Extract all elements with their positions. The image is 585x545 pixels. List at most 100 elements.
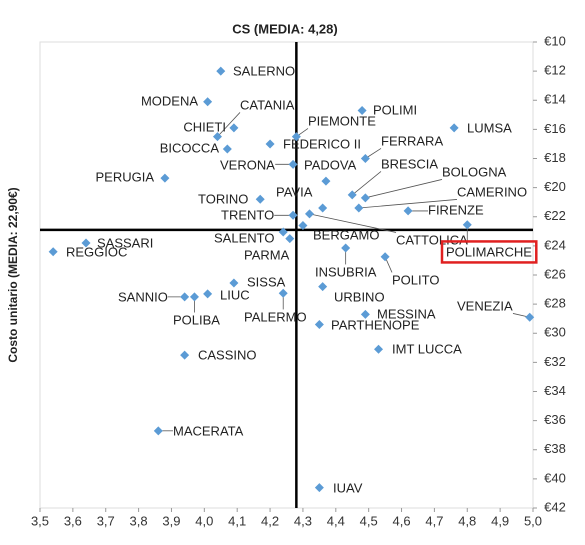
point-label: MODENA (141, 93, 198, 108)
y-tick-label: €40 (544, 470, 566, 485)
point (449, 123, 459, 133)
point-label: VERONA (220, 157, 275, 172)
point (48, 247, 58, 257)
x-tick-label: 4,0 (195, 513, 213, 528)
x-tick-label: 4,3 (294, 513, 312, 528)
point (160, 173, 170, 183)
point-label: BOLOGNA (442, 164, 507, 179)
point-label: VENEZIA (457, 298, 513, 313)
point-label: PERUGIA (95, 169, 154, 184)
leader-line (358, 199, 458, 209)
point (278, 227, 288, 237)
point-label: CASSINO (198, 347, 257, 362)
point (360, 154, 370, 163)
point (255, 194, 265, 204)
point (203, 97, 213, 107)
point-label: URBINO (334, 289, 385, 304)
x-tick-label: 3,5 (31, 513, 49, 528)
point (265, 139, 275, 149)
point (212, 132, 222, 142)
point (318, 203, 328, 213)
point (321, 176, 331, 186)
point (229, 123, 239, 133)
point (153, 426, 163, 436)
x-tick-label: 4,5 (360, 513, 378, 528)
point (374, 344, 384, 354)
point-label: POLIMI (373, 102, 417, 117)
y-axis-label: Costo unitario (MEDIA: 22,90€) (6, 187, 20, 362)
y-tick-label: €30 (544, 325, 566, 340)
point-label: PARMA (244, 247, 290, 262)
point (298, 220, 308, 230)
point (278, 288, 288, 298)
y-tick-label: €28 (544, 296, 566, 311)
point (305, 209, 315, 219)
x-tick-label: 4,4 (327, 513, 345, 528)
x-tick-label: 3,7 (97, 513, 115, 528)
point-label: CAMERINO (457, 184, 527, 199)
point-label: SASSARI (97, 235, 153, 250)
leader-line (217, 112, 241, 137)
point-label: SALENTO (214, 230, 274, 245)
y-tick-label: €14 (544, 92, 566, 107)
point (462, 220, 472, 230)
point-label: POLIMARCHE (446, 244, 532, 259)
point-label: BRESCIA (381, 156, 438, 171)
point (81, 238, 91, 248)
point-label: PARTHENOPE (331, 317, 420, 332)
point (314, 320, 324, 330)
point-label: MACERATA (173, 423, 244, 438)
point (229, 278, 239, 288)
x-tick-label: 4,9 (491, 513, 509, 528)
point (525, 312, 535, 322)
point-label: IUAV (333, 480, 363, 495)
point-label: PAVIA (276, 184, 313, 199)
point (288, 210, 298, 220)
point-label: FIRENZE (428, 202, 484, 217)
point (314, 483, 324, 493)
x-tick-label: 3,8 (130, 513, 148, 528)
x-tick-label: 4,7 (425, 513, 443, 528)
y-tick-label: €16 (544, 121, 566, 136)
point-label: FEDERICO II (283, 136, 361, 151)
point (341, 243, 351, 253)
point-label: INSUBRIA (315, 264, 377, 279)
y-tick-label: €10 (544, 33, 566, 48)
point-label: BICOCCA (160, 140, 220, 155)
y-tick-label: €18 (544, 150, 566, 165)
point (357, 105, 367, 115)
x-tick-label: 3,6 (64, 513, 82, 528)
y-tick-label: €24 (544, 237, 566, 252)
x-tick-label: 4,2 (261, 513, 279, 528)
point-label: CHIETI (183, 119, 226, 134)
point-label: PADOVA (304, 157, 357, 172)
point (189, 292, 199, 302)
point-label: TRENTO (221, 207, 274, 222)
chart-title: CS (MEDIA: 4,28) (232, 21, 337, 36)
point (291, 132, 301, 142)
point-label: REGGIOC (66, 244, 127, 259)
point (288, 159, 298, 169)
y-tick-label: €32 (544, 354, 566, 369)
point-label: LIUC (220, 287, 250, 302)
point (285, 234, 295, 244)
point-label: PALERMO (244, 309, 307, 324)
y-tick-label: €20 (544, 179, 566, 194)
y-tick-label: €12 (544, 63, 566, 78)
point (222, 144, 232, 154)
y-tick-label: €38 (544, 441, 566, 456)
point (203, 289, 213, 299)
x-tick-label: 4,1 (228, 513, 246, 528)
point (403, 206, 413, 216)
point-label: LUMSA (467, 120, 512, 135)
point (347, 190, 357, 200)
point-label: FERRARA (381, 133, 443, 148)
leader-line (309, 213, 397, 233)
point-label: IMT LUCCA (392, 341, 462, 356)
point (360, 309, 370, 319)
point-label: POLIBA (173, 312, 220, 327)
point (318, 282, 328, 292)
y-tick-label: €22 (544, 208, 566, 223)
point-label: CATANIA (240, 97, 295, 112)
